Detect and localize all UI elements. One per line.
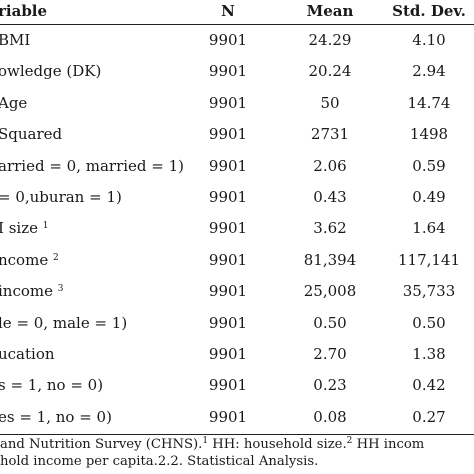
cell-mean: 2731 [310, 125, 350, 144]
bottom-rule [0, 434, 474, 435]
table-row: arried = 0, married = 1) 9901 2.06 0.59 [0, 152, 474, 182]
cell-variable: ucation [0, 345, 55, 363]
cell-variable: income 3 [0, 282, 64, 301]
cell-n: 9901 [208, 125, 248, 144]
cell-variable: Age [0, 93, 28, 112]
table-row: I size 1 9901 3.62 1.64 [0, 214, 474, 244]
cell-n: 9901 [208, 31, 248, 49]
cell-variable: arried = 0, married = 1) [0, 156, 185, 175]
footnote-text-a: and Nutrition Survey (CHNS). [0, 437, 203, 452]
table-row: le = 0, male = 1) 9901 0.50 0.50 [0, 309, 474, 339]
cell-std-dev: 35,733 [402, 282, 456, 301]
header-n: N [221, 2, 235, 20]
cell-mean: 50 [320, 93, 340, 112]
cell-std-dev: 0.59 [412, 156, 446, 175]
cell-variable: Squared [0, 125, 63, 144]
table-row: ncome 2 9901 81,394 117,141 [0, 246, 474, 276]
cell-mean: 0.43 [313, 188, 347, 206]
table-row: BMI 9901 24.29 4.10 [0, 26, 474, 56]
cell-n: 9901 [208, 156, 248, 175]
table-footnote: and Nutrition Survey (CHNS).1 HH: househ… [0, 437, 474, 470]
footnote-sup-2: 2 [346, 436, 353, 446]
cell-mean: 81,394 [303, 250, 357, 269]
cell-mean: 2.06 [313, 156, 347, 175]
table-row: ucation 9901 2.70 1.38 [0, 340, 474, 370]
cell-variable: es = 1, no = 0) [0, 407, 112, 426]
table-row: income 3 9901 25,008 35,733 [0, 277, 474, 307]
cell-std-dev: 0.27 [412, 407, 446, 426]
cell-std-dev: 1.64 [412, 219, 446, 238]
table-row: owledge (DK) 9901 20.24 2.94 [0, 57, 474, 87]
cell-std-dev: 1498 [409, 125, 449, 144]
table-header-row: riable N Mean Std. Dev. [0, 0, 474, 24]
cell-n: 9901 [208, 407, 248, 426]
cell-n: 9901 [208, 376, 248, 395]
cell-variable-footnote-mark: 3 [57, 284, 64, 295]
footnote-line-1: and Nutrition Survey (CHNS).1 HH: househ… [0, 437, 474, 454]
cell-mean: 0.50 [313, 313, 347, 332]
cell-n: 9901 [208, 313, 248, 332]
cell-std-dev: 117,141 [397, 250, 461, 269]
footnote-sup-1: 1 [202, 436, 209, 446]
footnote-text-b: HH: household size. [208, 437, 347, 452]
cell-variable: I size 1 [0, 219, 49, 238]
cell-variable: BMI [0, 31, 31, 49]
table-row: Age 9901 50 14.74 [0, 89, 474, 119]
cell-n: 9901 [208, 93, 248, 112]
cell-n: 9901 [208, 188, 248, 206]
cell-mean: 25,008 [303, 282, 357, 301]
cell-variable: le = 0, male = 1) [0, 313, 128, 332]
cell-variable-footnote-mark: 1 [42, 221, 49, 232]
cell-n: 9901 [208, 282, 248, 301]
cell-std-dev: 1.38 [412, 345, 446, 363]
cell-std-dev: 0.50 [412, 313, 446, 332]
cell-std-dev: 0.42 [412, 376, 446, 395]
table-row: s = 1, no = 0) 9901 0.23 0.42 [0, 371, 474, 401]
cell-std-dev: 14.74 [407, 93, 451, 112]
header-rule [0, 24, 474, 25]
cell-n: 9901 [208, 62, 248, 81]
header-std-dev: Std. Dev. [392, 2, 466, 20]
cell-mean: 24.29 [308, 31, 352, 49]
cell-std-dev: 4.10 [412, 31, 446, 49]
cell-std-dev: 0.49 [412, 188, 446, 206]
table-row: es = 1, no = 0) 9901 0.08 0.27 [0, 403, 474, 433]
cell-std-dev: 2.94 [412, 62, 446, 81]
cell-variable: s = 1, no = 0) [0, 376, 104, 395]
table-row: Squared 9901 2731 1498 [0, 120, 474, 150]
cell-mean: 0.08 [313, 407, 347, 426]
cell-n: 9901 [208, 345, 248, 363]
cell-mean: 0.23 [313, 376, 347, 395]
footnote-text-c: HH incom [352, 437, 425, 452]
cell-mean: 2.70 [313, 345, 347, 363]
cell-variable: ncome 2 [0, 250, 59, 269]
header-variable: riable [0, 2, 48, 20]
cell-variable-footnote-mark: 2 [52, 252, 59, 263]
cell-mean: 3.62 [313, 219, 347, 238]
cell-n: 9901 [208, 250, 248, 269]
cell-variable: owledge (DK) [0, 62, 102, 81]
table-row: = 0,uburan = 1) 9901 0.43 0.49 [0, 183, 474, 213]
cell-variable: = 0,uburan = 1) [0, 188, 122, 206]
cell-n: 9901 [208, 219, 248, 238]
footnote-line-2: hold income per capita.2.2. Statistical … [0, 453, 319, 469]
header-mean: Mean [306, 2, 354, 20]
cell-mean: 20.24 [308, 62, 352, 81]
